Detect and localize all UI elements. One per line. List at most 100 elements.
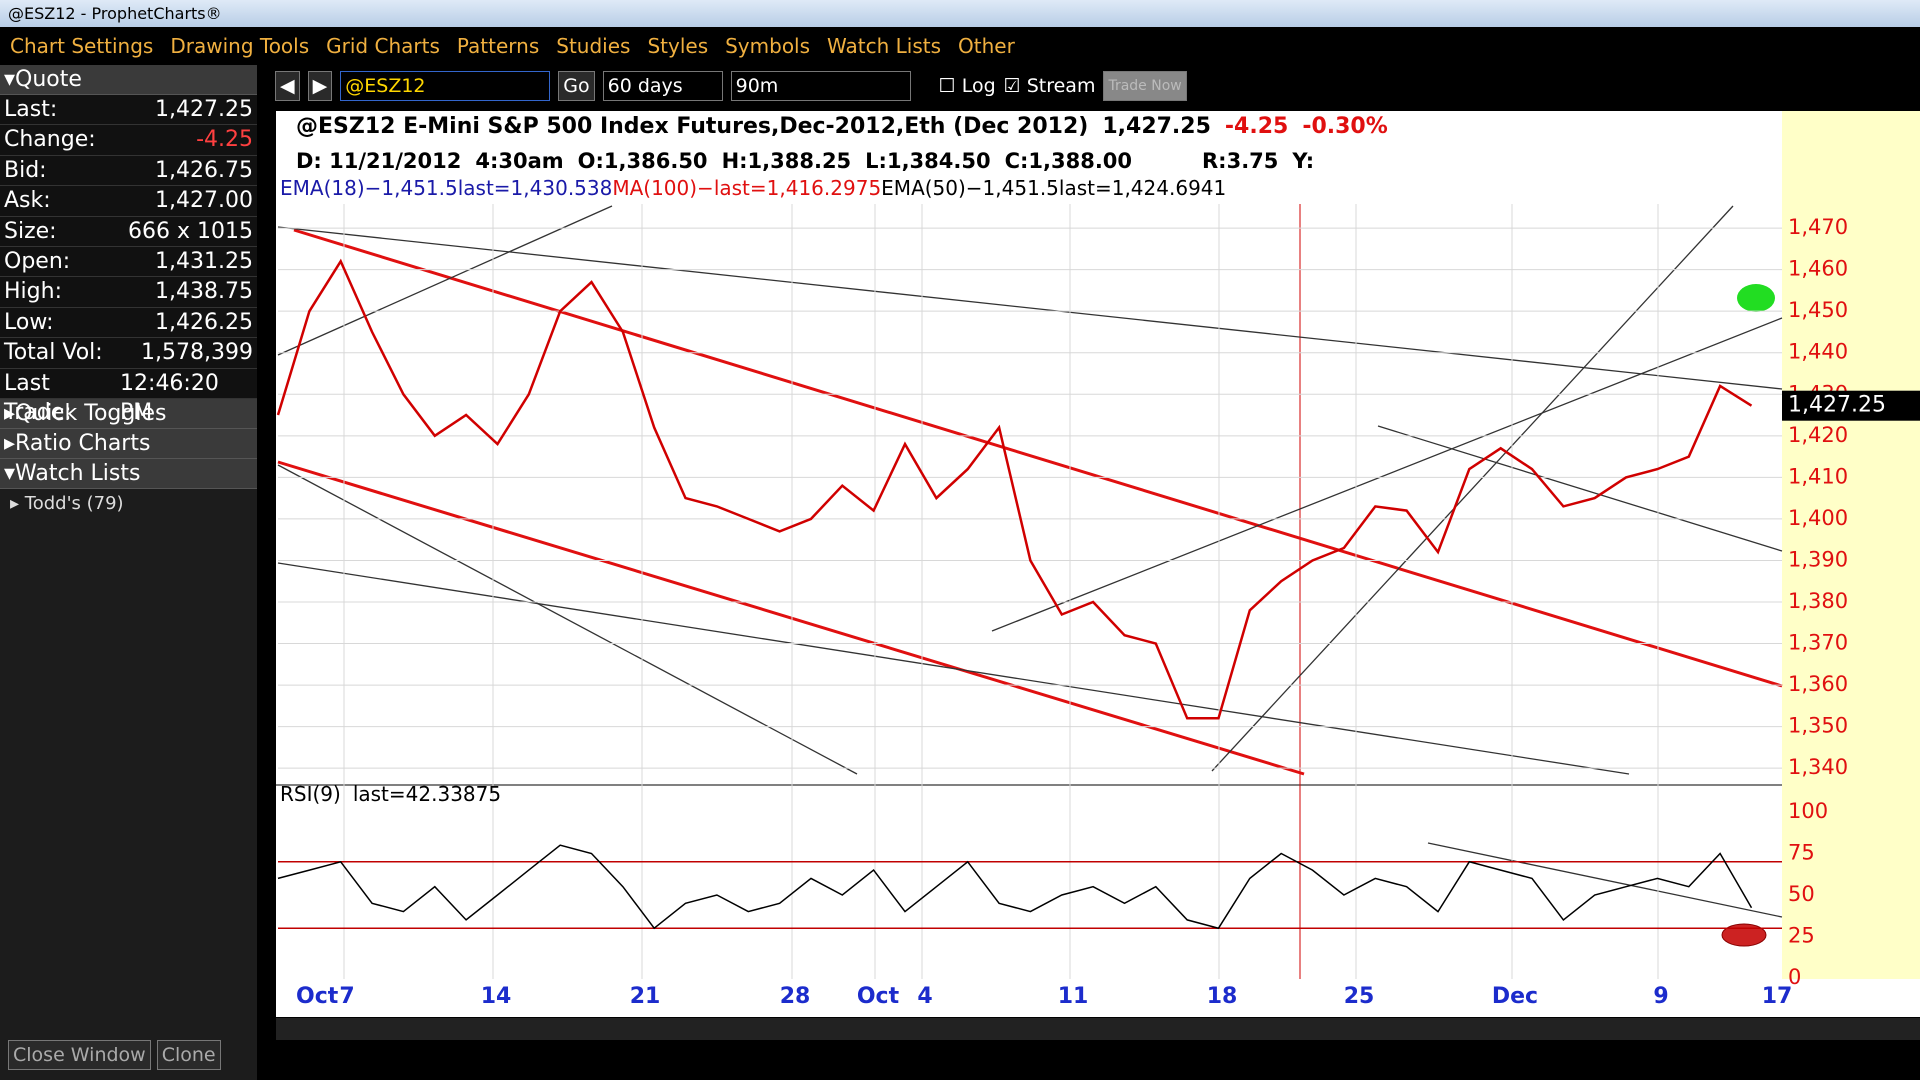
sections: ▸Quick Toggles ▸Ratio Charts ▾Watch Lists — [0, 398, 257, 489]
x-tick-label: 14 — [481, 984, 512, 1009]
menu-item[interactable]: Other — [958, 34, 1015, 58]
legend-entry: MA(100)−last=1,416.2975 — [612, 176, 881, 200]
menu-item[interactable]: Studies — [556, 34, 631, 58]
trendline — [277, 205, 613, 356]
rsi-label: RSI(9) — [280, 782, 341, 806]
trendline — [277, 464, 858, 775]
trendline — [991, 317, 1783, 632]
quote-table: Last: 1,427.25 Change: -4.25 Bid: 1,426.75 Ask… — [0, 95, 257, 425]
trade-button[interactable]: Trade Now — [1103, 71, 1187, 101]
info-item: Y: — [1291, 149, 1314, 173]
range-select[interactable]: 60 days — [602, 71, 723, 101]
title-bar: @ESZ12 - ProphetCharts® — [0, 0, 1920, 27]
clone-button[interactable]: Clone — [156, 1040, 221, 1070]
y-tick-label: 1,370 — [1788, 631, 1848, 655]
quote-row: Low: 1,426.25 — [0, 307, 257, 339]
quote-row: Change: -4.25 — [0, 125, 257, 156]
y-tick-label: 1,440 — [1788, 340, 1848, 364]
sidebar: ▾Quote Last: 1,427.25 Change: -4.25 Bid: 1,42… — [0, 65, 257, 1080]
rsi-legend: RSI(9) last=42.33875 — [280, 782, 501, 806]
menu-item[interactable]: Grid Charts — [326, 34, 440, 58]
study-legend: EMA(18)−1,451.5last=1,430.538MA(100)−las… — [280, 176, 1226, 200]
x-tick-label: Dec — [1492, 984, 1538, 1009]
quote-value: 12:46:20 PM — [120, 370, 219, 425]
checkbox-label: Log — [961, 75, 996, 97]
menu-item[interactable]: Styles — [647, 34, 709, 58]
quote-row: Last: 1,427.25 — [0, 95, 257, 126]
log-checkbox[interactable]: ☐ Log — [938, 75, 996, 97]
x-tick-label: 25 — [1344, 984, 1375, 1009]
section-title: Quick Toggles — [15, 400, 167, 426]
info-item: 4:30am — [475, 149, 563, 173]
watch-item[interactable]: ▸ Todd's (79) — [10, 492, 124, 514]
y-tick-label: 1,450 — [1788, 298, 1848, 322]
quote-label: Last: — [4, 97, 58, 122]
x-tick-label: 4 — [917, 984, 932, 1009]
interval-select[interactable]: 90m — [730, 71, 911, 101]
section-header[interactable]: ▾Watch Lists — [0, 458, 257, 489]
checkbox-label: Stream — [1026, 75, 1096, 97]
price-line — [276, 258, 1753, 720]
info-item: O:1,386.50 — [578, 149, 708, 173]
y-tick-label: 1,470 — [1788, 215, 1848, 239]
trendline — [1377, 425, 1783, 552]
nav-forward[interactable]: ▶ — [307, 71, 333, 101]
info-item: H:1,388.25 — [722, 149, 852, 173]
alert-marker[interactable] — [1737, 284, 1775, 312]
title-part: @ESZ12 E-Mini S&P 500 Index Futures,Dec-… — [296, 114, 1088, 139]
trendline — [293, 228, 1783, 688]
red-channel — [277, 228, 1783, 776]
nav-back[interactable]: ◀ — [275, 71, 300, 101]
window-title: @ESZ12 - ProphetCharts® — [8, 4, 222, 23]
quote-row: Last Trade: 12:46:20 PM — [0, 368, 257, 425]
quote-label: High: — [4, 279, 62, 305]
menu-item[interactable]: Chart Settings — [10, 34, 154, 58]
quote-row: Bid: 1,426.75 — [0, 155, 257, 187]
menu-item[interactable]: Watch Lists — [827, 34, 942, 58]
y-tick-label: 1,340 — [1788, 755, 1848, 779]
x-tick-label: 7 — [339, 984, 354, 1009]
y-tick-label: 1,390 — [1788, 547, 1848, 571]
quote-value: 1,426.75 — [155, 157, 253, 183]
x-tick-label: Oct — [857, 984, 900, 1009]
trendline — [277, 226, 1783, 390]
stream-checkbox[interactable]: ☑ Stream — [1003, 75, 1096, 97]
rsi-tick-label: 100 — [1788, 799, 1828, 823]
bottom-bar: Close Window Clone — [0, 1040, 221, 1070]
menu-item[interactable]: Symbols — [725, 34, 811, 58]
alert-marker[interactable] — [1721, 923, 1767, 947]
legend-entry: EMA(18)−1,451.5last=1,430.538 — [280, 176, 612, 200]
bar-info: D: 11/21/2012 4:30am O:1,386.50 H:1,388.25 L… — [296, 149, 1314, 173]
menu-item[interactable]: Patterns — [456, 34, 540, 58]
quote-value: 1,427.25 — [155, 97, 253, 122]
last-price-box — [1782, 390, 1920, 421]
trendline — [277, 460, 1305, 776]
close-window-button[interactable]: Close Window — [8, 1040, 151, 1070]
info-item: C:1,388.00 — [1005, 149, 1132, 173]
quote-value: 1,438.75 — [155, 279, 253, 305]
scrollbar[interactable] — [276, 1018, 1920, 1040]
quote-value: 666 x 1015 — [128, 218, 253, 244]
quote-label: Total Vol: — [4, 340, 103, 366]
menu-item[interactable]: Drawing Tools — [170, 34, 310, 58]
y-tick-label: 1,350 — [1788, 714, 1848, 738]
y-tick-label: 1,420 — [1788, 423, 1848, 447]
menu-bar: Chart Settings Drawing Tools Grid Charts Pa… — [0, 27, 1920, 65]
section-header[interactable]: ▸Quick Toggles — [0, 398, 257, 429]
rsi-last: last=42.33875 — [353, 782, 501, 806]
quote-label: Last Trade: — [4, 370, 72, 425]
quote-header[interactable]: ▾Quote — [0, 65, 257, 95]
y-tick-label: 1,360 — [1788, 672, 1848, 696]
quote-label: Ask: — [4, 188, 51, 214]
symbol-input[interactable]: @ESZ12 — [340, 71, 551, 101]
quote-value: 1,578,399 — [141, 340, 253, 366]
x-tick-label: 11 — [1058, 984, 1089, 1009]
info-item: D: 11/21/2012 — [296, 149, 461, 173]
last-price-label: 1,427.25 — [1788, 393, 1886, 418]
section-title: Ratio Charts — [15, 430, 151, 456]
section-header[interactable]: ▸Ratio Charts — [0, 428, 257, 459]
go-button[interactable]: Go — [558, 71, 595, 101]
toolbar: ◀ ▶ @ESZ12 Go 60 days 90m ☐ Log ☑ Stream … — [275, 70, 1187, 102]
quote-value: 1,431.25 — [155, 248, 253, 274]
